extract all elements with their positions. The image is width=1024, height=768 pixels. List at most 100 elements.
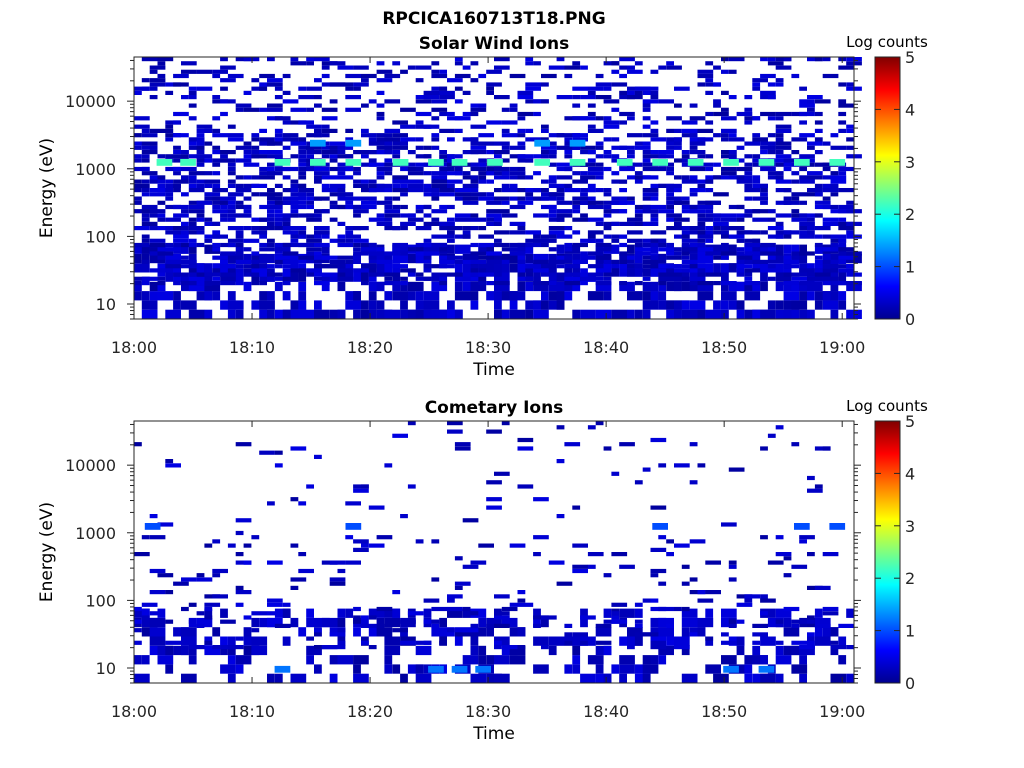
heatmap-cell xyxy=(564,264,581,269)
heatmap-cell xyxy=(681,627,690,637)
heatmap-cell xyxy=(846,230,854,235)
heatmap-cell xyxy=(533,99,549,104)
heatmap-cell xyxy=(627,627,643,637)
heatmap-cell xyxy=(689,188,706,193)
heatmap-cell xyxy=(274,154,283,159)
heatmap-cell xyxy=(658,238,667,243)
heatmap-cell xyxy=(454,73,471,79)
heatmap-cell xyxy=(658,242,667,248)
heatmap-cell xyxy=(752,158,761,163)
heatmap-cell xyxy=(447,78,463,83)
heatmap-cell xyxy=(642,188,659,193)
heatmap-cell xyxy=(783,606,800,612)
heatmap-cell xyxy=(822,188,839,193)
heatmap-cell xyxy=(681,581,690,586)
heatmap-feature-cell xyxy=(274,665,291,673)
heatmap-cell xyxy=(235,530,244,536)
heatmap-cell xyxy=(744,175,753,180)
heatmap-cell xyxy=(705,179,714,184)
heatmap-cell xyxy=(736,272,745,277)
heatmap-cell xyxy=(368,188,385,193)
heatmap-cell xyxy=(400,69,408,74)
heatmap-cell xyxy=(533,238,549,243)
heatmap-cell xyxy=(462,196,479,201)
heatmap-cell xyxy=(556,272,565,282)
heatmap-cell xyxy=(157,291,174,301)
heatmap-cell xyxy=(783,573,792,578)
heatmap-cell xyxy=(165,242,174,248)
heatmap-cell xyxy=(337,264,346,269)
heatmap-cell xyxy=(611,263,620,273)
heatmap-cell xyxy=(564,291,573,301)
heatmap-cell xyxy=(149,590,166,595)
heatmap-cell xyxy=(705,188,714,193)
heatmap-cell xyxy=(642,86,659,91)
heatmap-cell xyxy=(525,192,534,197)
heatmap-cell xyxy=(290,226,307,231)
heatmap-cell xyxy=(462,255,479,260)
heatmap-cell xyxy=(368,179,377,184)
heatmap-cell xyxy=(134,90,142,95)
heatmap-cell xyxy=(204,183,213,188)
heatmap-cell xyxy=(384,158,393,163)
heatmap-cell xyxy=(282,221,291,226)
heatmap-cell xyxy=(713,99,721,104)
heatmap-cell xyxy=(681,204,698,210)
heatmap-cell xyxy=(298,272,307,282)
heatmap-cell xyxy=(454,86,463,91)
heatmap-cell xyxy=(517,111,534,117)
heatmap-cell xyxy=(533,664,549,674)
heatmap-feature-cell xyxy=(687,159,704,166)
heatmap-cell xyxy=(220,251,236,256)
heatmap-cell xyxy=(267,598,283,603)
heatmap-cell xyxy=(775,552,792,557)
heatmap-cell xyxy=(376,166,393,172)
colorbar-tick-label: 4 xyxy=(905,100,915,119)
heatmap-cell xyxy=(282,268,291,273)
heatmap-cell xyxy=(517,602,534,607)
heatmap-cell xyxy=(674,463,690,468)
heatmap-cell xyxy=(361,623,377,628)
heatmap-cell xyxy=(329,154,338,159)
heatmap-cell xyxy=(799,103,815,108)
heatmap-cell xyxy=(314,179,322,184)
heatmap-cell xyxy=(157,272,166,277)
heatmap-cell xyxy=(267,673,275,683)
heatmap-cell xyxy=(650,204,667,210)
heatmap-cell xyxy=(173,82,189,87)
heatmap-cell xyxy=(830,291,839,301)
heatmap-cell xyxy=(642,90,651,95)
heatmap-cell xyxy=(744,196,753,201)
heatmap-cell xyxy=(634,608,643,618)
y-tick-label: 100 xyxy=(85,227,116,246)
heatmap-cell xyxy=(541,188,549,193)
heatmap-cell xyxy=(533,188,549,193)
heatmap-cell xyxy=(337,640,346,645)
heatmap-cell xyxy=(337,162,354,167)
heatmap-cell xyxy=(548,268,557,273)
heatmap-cell xyxy=(572,259,588,264)
heatmap-cell xyxy=(642,209,659,214)
heatmap-cell xyxy=(658,150,674,155)
heatmap-cell xyxy=(431,73,448,79)
heatmap-cell xyxy=(681,606,690,612)
heatmap-cell xyxy=(134,116,150,121)
heatmap-cell xyxy=(400,251,408,256)
heatmap-cell xyxy=(713,281,721,286)
heatmap-cell xyxy=(509,145,526,150)
heatmap-cell xyxy=(212,539,221,544)
heatmap-cell xyxy=(290,272,299,282)
heatmap-cell xyxy=(141,244,158,254)
heatmap-cell xyxy=(384,171,393,176)
heatmap-cell xyxy=(149,82,166,87)
heatmap-cell xyxy=(181,175,189,180)
heatmap-cell xyxy=(454,188,471,193)
heatmap-cell xyxy=(149,568,166,574)
heatmap-cell xyxy=(807,213,823,218)
heatmap-cell xyxy=(141,253,150,264)
heatmap-cell xyxy=(650,636,667,646)
heatmap-cell xyxy=(337,628,346,633)
heatmap-cell xyxy=(181,300,197,310)
heatmap-cell xyxy=(775,141,792,146)
